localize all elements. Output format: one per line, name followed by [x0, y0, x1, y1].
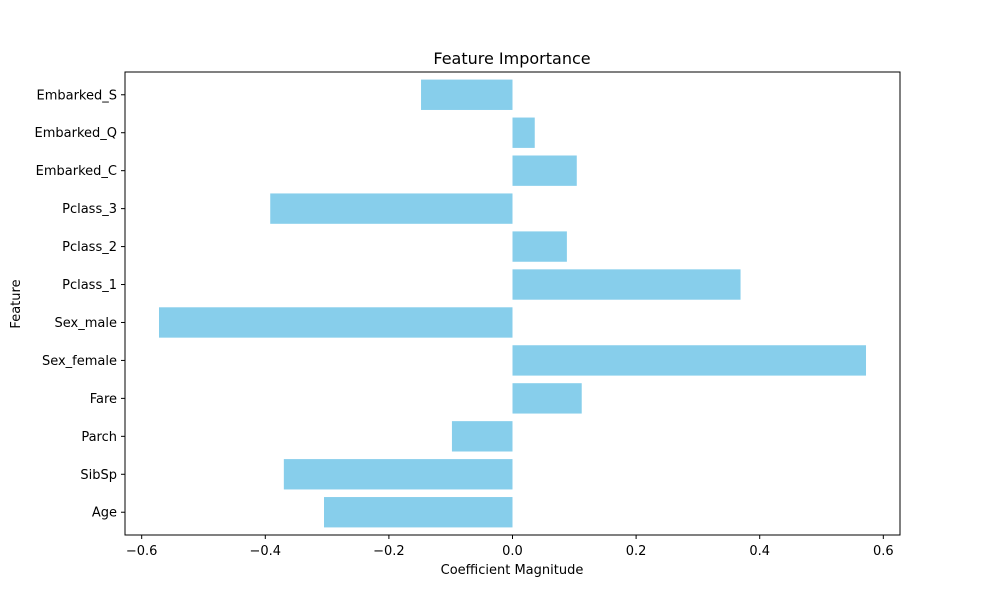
- y-tick-label-fare: Fare: [90, 392, 117, 407]
- bar-parch: [451, 421, 513, 452]
- bar-embarked-c: [512, 155, 577, 186]
- bar-sex-female: [512, 345, 867, 376]
- x-tick-label: 0.0: [502, 544, 523, 559]
- y-tick-label-embarked-q: Embarked_Q: [35, 126, 118, 141]
- x-tick-label: −0.2: [373, 544, 405, 559]
- bar-fare: [512, 383, 582, 414]
- bar-embarked-s: [421, 79, 513, 110]
- bar-pclass-2: [512, 231, 567, 262]
- x-tick-label: 0.6: [873, 544, 894, 559]
- bar-pclass-3: [270, 193, 513, 224]
- bar-sex-male: [158, 307, 513, 338]
- y-axis: Age SibSp Parch Fare Sex_female Sex_male Pclas…: [35, 88, 125, 521]
- y-tick-label-pclass-3: Pclass_3: [62, 202, 117, 217]
- bar-sibsp: [283, 459, 513, 490]
- bar-embarked-q: [512, 117, 535, 148]
- x-axis: −0.6 −0.4 −0.2 0.0 0.2 0.4 0.6: [126, 535, 894, 559]
- x-axis-label: Coefficient Magnitude: [441, 563, 584, 578]
- y-tick-label-pclass-2: Pclass_2: [62, 240, 117, 255]
- y-tick-label-sibsp: SibSp: [80, 468, 117, 483]
- y-tick-label-embarked-c: Embarked_C: [36, 164, 117, 179]
- x-tick-label: −0.6: [126, 544, 158, 559]
- bar-pclass-1: [512, 269, 741, 300]
- y-tick-label-pclass-1: Pclass_1: [62, 278, 117, 293]
- y-tick-label-age: Age: [92, 506, 117, 521]
- y-tick-label-sex-female: Sex_female: [42, 354, 117, 369]
- chart-title: Feature Importance: [433, 49, 590, 68]
- bars-group: [158, 79, 867, 528]
- y-tick-label-sex-male: Sex_male: [55, 316, 117, 331]
- y-tick-label-embarked-s: Embarked_S: [36, 88, 117, 103]
- bar-age: [324, 497, 513, 528]
- y-tick-label-parch: Parch: [81, 430, 117, 445]
- x-tick-label: −0.4: [250, 544, 282, 559]
- x-tick-label: 0.2: [626, 544, 647, 559]
- x-tick-label: 0.4: [749, 544, 770, 559]
- y-axis-label: Feature: [9, 279, 24, 328]
